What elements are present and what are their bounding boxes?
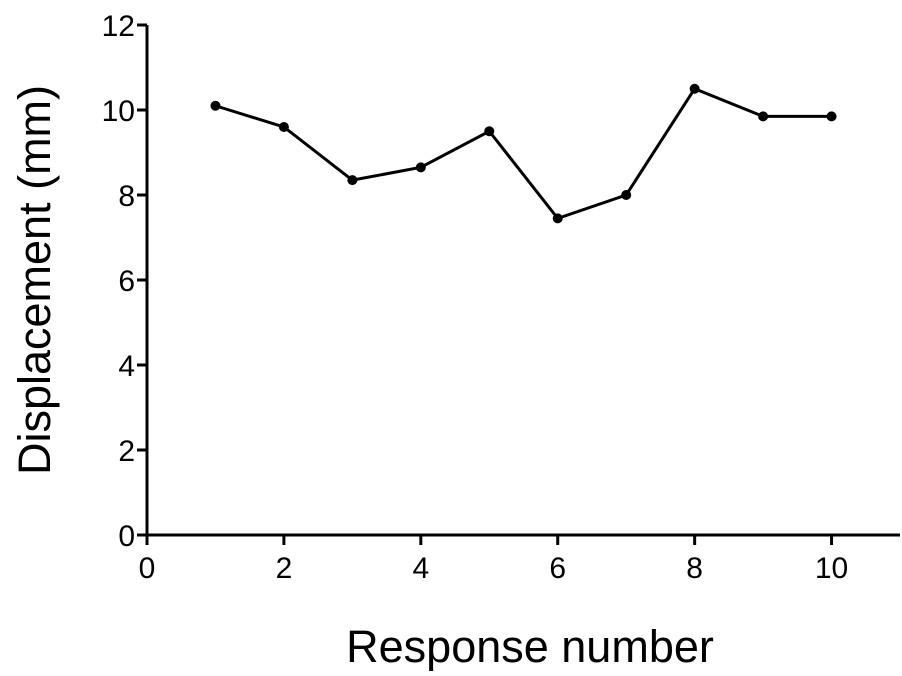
x-tick-label: 10 [815,552,848,585]
y-tick-label: 0 [118,520,135,553]
y-axis-title: Displacement (mm) [9,85,60,475]
data-point [484,126,495,137]
y-tick-label: 8 [118,180,135,213]
data-point [347,175,358,186]
x-tick-label: 8 [686,552,703,585]
data-point [552,213,563,224]
x-tick-label: 6 [549,552,566,585]
data-point [826,111,837,122]
x-axis-title: Response number [346,621,714,671]
data-point [415,162,426,173]
x-tick-label: 4 [412,552,429,585]
data-point [689,83,700,94]
series-line [215,86,832,221]
data-point [278,122,289,132]
y-tick-label: 2 [118,435,135,468]
y-tick-label: 6 [118,265,135,298]
data-point [621,190,632,200]
data-point [758,111,769,122]
x-tick-label: 0 [139,552,156,585]
series-layer [210,83,837,224]
x-tick-label: 2 [276,552,293,585]
ticks: 0 2 4 6 8 10 12 0 2 4 6 8 10 [102,10,849,585]
data-point [210,100,221,111]
y-tick-label: 12 [102,10,135,43]
y-tick-label: 4 [118,350,135,383]
y-tick-label: 10 [102,95,135,128]
axes [145,25,900,537]
